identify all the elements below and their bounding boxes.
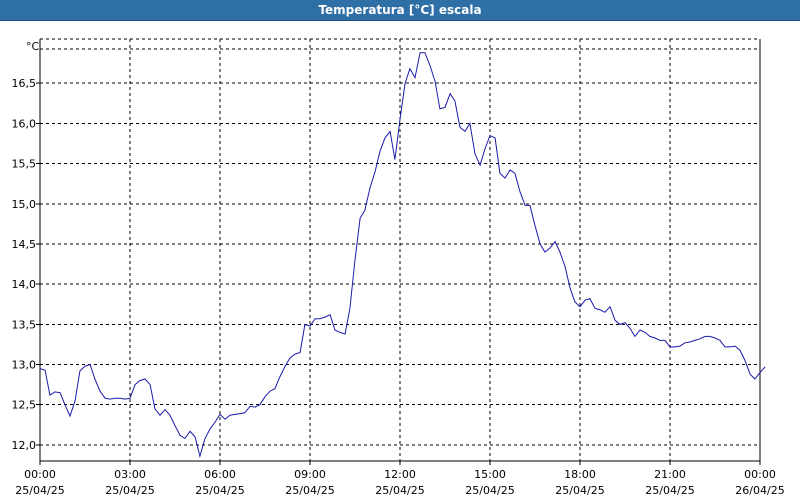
x-tick-time-label: 09:00 <box>294 468 326 481</box>
y-tick-label: 14,5 <box>12 238 37 251</box>
x-tick-time-label: 00:00 <box>744 468 776 481</box>
x-tick-time-label: 00:00 <box>24 468 56 481</box>
y-tick-labels: 12,0 12,5 13,0 13,5 14,0 14,5 15,0 15,5 16,0 16,5 <box>12 77 37 452</box>
x-tick-time-label: 06:00 <box>204 468 236 481</box>
x-tick-date-label: 25/04/25 <box>375 484 424 497</box>
y-tick-label: 16,0 <box>12 117 37 130</box>
x-tick-labels: 00:00 25/04/25 03:00 25/04/25 06:00 25/04/25 0… <box>15 468 784 497</box>
y-tick-label: 14,0 <box>12 278 37 291</box>
grid-layer <box>40 39 760 461</box>
y-tick-label: 12,0 <box>12 439 37 452</box>
x-tick-date-label: 25/04/25 <box>555 484 604 497</box>
y-tick-label: 16,5 <box>12 77 37 90</box>
x-tick-date-label: 25/04/25 <box>645 484 694 497</box>
x-tick-time-label: 18:00 <box>564 468 596 481</box>
x-tick-time-label: 03:00 <box>114 468 146 481</box>
x-tick-time-label: 12:00 <box>384 468 416 481</box>
chart-title-bar: Temperatura [°C] escala <box>0 0 800 21</box>
y-axis-unit-label: °C <box>26 40 40 53</box>
plot-frame <box>36 38 761 465</box>
x-tick-date-label: 26/04/25 <box>735 484 784 497</box>
x-tick-date-label: 25/04/25 <box>15 484 64 497</box>
y-tick-label: 13,0 <box>12 359 37 372</box>
x-tick-date-label: 25/04/25 <box>285 484 334 497</box>
x-tick-date-label: 25/04/25 <box>105 484 154 497</box>
x-tick-time-label: 15:00 <box>474 468 506 481</box>
series-layer <box>39 52 766 459</box>
x-tick-date-label: 25/04/25 <box>465 484 514 497</box>
y-tick-label: 15,5 <box>12 158 37 171</box>
y-tick-label: 13,5 <box>12 318 37 331</box>
chart-title: Temperatura [°C] escala <box>318 3 482 17</box>
y-tick-label: 15,0 <box>12 198 37 211</box>
temperature-series-line <box>39 52 766 459</box>
x-tick-time-label: 21:00 <box>654 468 686 481</box>
x-tick-date-label: 25/04/25 <box>195 484 244 497</box>
y-tick-label: 12,5 <box>12 399 37 412</box>
